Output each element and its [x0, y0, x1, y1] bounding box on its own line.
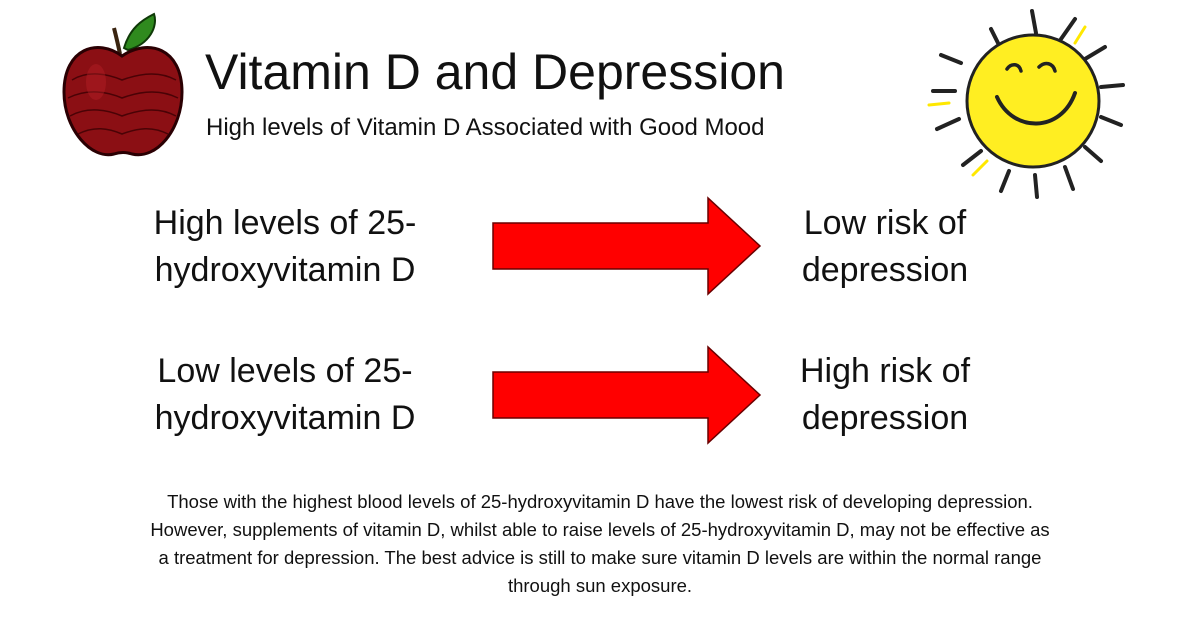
caption-line-3: a treatment for depression. The best adv… [158, 547, 1042, 568]
explanatory-caption: Those with the highest blood levels of 2… [60, 488, 1140, 600]
effect-text-low-risk: Low risk of depression [760, 200, 1010, 294]
cause-line-2: hydroxyvitamin D [154, 251, 416, 289]
cause-line-1: High levels of 25- [153, 204, 417, 242]
effect-line-2: depression [801, 251, 969, 289]
effect-line-1: High risk of [799, 352, 971, 390]
apple-logo-icon [58, 10, 188, 160]
cause-line-2: hydroxyvitamin D [154, 399, 416, 437]
effect-line-1: Low risk of [803, 204, 967, 242]
cause-text-high-levels: High levels of 25- hydroxyvitamin D [110, 200, 460, 294]
right-arrow-icon [490, 345, 765, 445]
page-subtitle: High levels of Vitamin D Associated with… [206, 114, 765, 141]
page-title: Vitamin D and Depression [205, 44, 785, 100]
right-arrow-icon [490, 196, 765, 296]
effect-line-2: depression [801, 399, 969, 437]
caption-line-2: However, supplements of vitamin D, whils… [150, 519, 1050, 540]
caption-line-4: through sun exposure. [507, 575, 693, 596]
effect-text-high-risk: High risk of depression [760, 348, 1010, 442]
caption-line-1: Those with the highest blood levels of 2… [167, 491, 1033, 512]
cause-line-1: Low levels of 25- [157, 352, 413, 390]
smiling-sun-icon [915, 5, 1150, 200]
cause-text-low-levels: Low levels of 25- hydroxyvitamin D [110, 348, 460, 442]
